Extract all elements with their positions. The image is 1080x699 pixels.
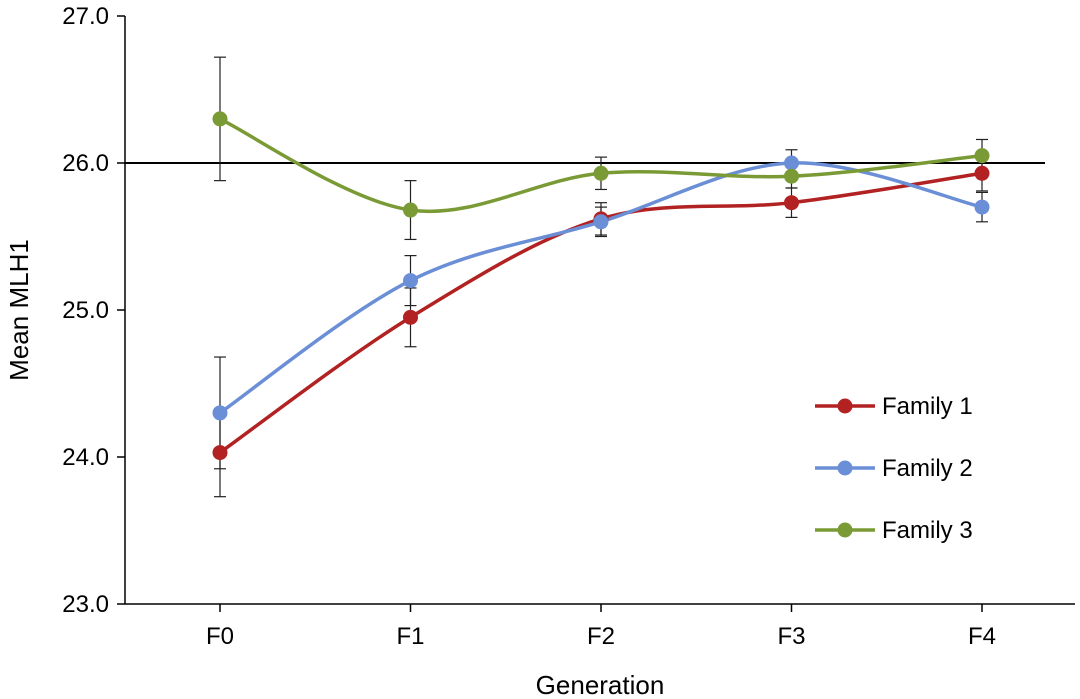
x-tick-label: F3 (777, 623, 805, 650)
family-2-point (593, 214, 609, 230)
family-2-line (219, 161, 983, 415)
x-tick-label: F2 (587, 623, 615, 650)
family-1-point (784, 195, 799, 211)
family-1-point (403, 309, 418, 325)
error-bars (214, 56, 988, 498)
x-ticks: F0 F1 F2 F3 F4 (206, 604, 996, 650)
y-tick-label: 23.0 (62, 591, 109, 618)
x-tick-label: F4 (968, 623, 996, 650)
family-3-point (212, 111, 228, 127)
family-1-legend-label: Family 1 (882, 393, 973, 420)
series-points (212, 111, 990, 461)
y-tick-label: 24.0 (62, 444, 109, 471)
family-2-legend-marker (837, 460, 853, 476)
family-2-point (403, 273, 418, 289)
family-3-legend-marker (837, 522, 853, 538)
family-3-point (974, 148, 990, 164)
y-tick-label: 25.0 (62, 297, 109, 324)
family-2-point (784, 155, 799, 171)
family-1-point (212, 445, 228, 461)
y-axis-title: Mean MLH1 (4, 239, 34, 381)
y-tick-label: 26.0 (62, 150, 109, 177)
family-3-point (593, 165, 609, 181)
family-1-legend-marker (837, 398, 853, 414)
legend: Family 1 Family 2 Family 3 (815, 393, 973, 544)
y-tick-label: 27.0 (62, 3, 109, 30)
family-1-point (974, 165, 990, 181)
x-tick-label: F1 (396, 623, 424, 650)
family-2-point (974, 199, 990, 215)
family-3-legend-label: Family 3 (882, 517, 973, 544)
family-2-legend-label: Family 2 (882, 455, 973, 482)
x-tick-label: F0 (206, 623, 234, 650)
x-axis-title: Generation (536, 670, 665, 699)
family-3-point (403, 202, 418, 218)
family-3-point (784, 168, 799, 184)
y-ticks: 23.0 24.0 25.0 26.0 27.0 (62, 3, 125, 618)
family-2-point (212, 405, 228, 421)
